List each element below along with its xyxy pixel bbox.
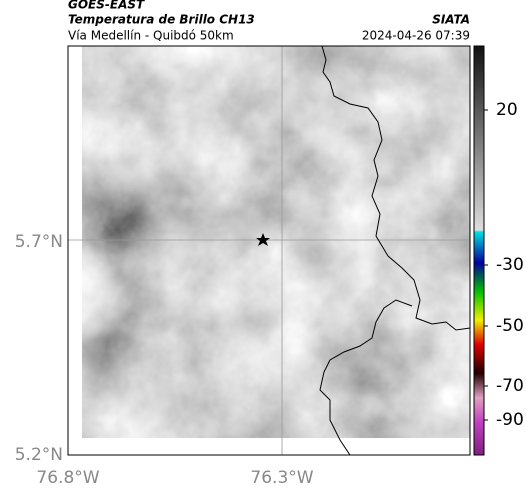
satellite: GOES-EAST [68,0,145,12]
datetime: 2024-04-26 07:39 [362,29,470,43]
border [321,46,470,331]
colorbar-tick-label: 20 [496,100,518,120]
border [319,299,413,455]
location-marker [256,233,270,246]
map-area [68,46,470,455]
colorbar-tick-label: -90 [496,410,524,430]
colorbar-tick-label: -30 [496,255,524,275]
source: SIATA [432,13,470,27]
product: Temperatura de Brillo CH13 [68,13,255,27]
lat-label: 5.2°N [15,445,63,465]
colorbar-tick-label: -70 [496,376,524,396]
map-frame [67,45,471,456]
satellite-image [82,46,470,438]
lon-label: 76.8°W [36,468,99,488]
colorbar [473,45,485,456]
lat-label: 5.7°N [15,232,63,252]
colorbar-tick-label: -50 [496,316,524,336]
lon-label: 76.3°W [250,468,313,488]
colorbar-ticks: 20 -30 -50 -70 -90 [484,100,524,430]
region: Vía Medellín - Quibdó 50km [68,29,234,43]
